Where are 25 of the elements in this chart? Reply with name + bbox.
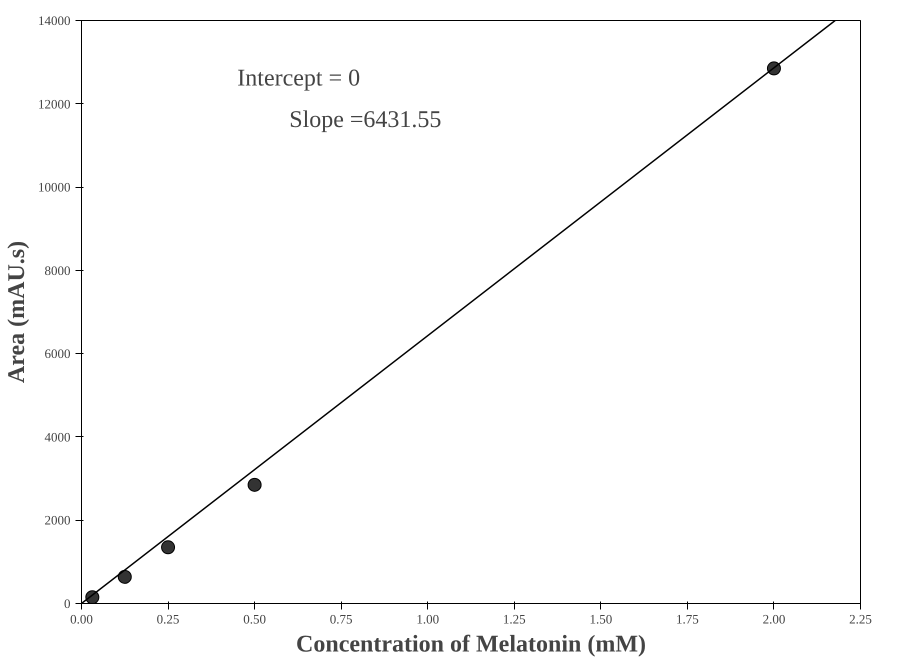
y-tick-label: 4000 <box>44 429 70 444</box>
y-tick-label: 8000 <box>44 262 70 278</box>
x-tick-label: 2.00 <box>762 612 786 626</box>
x-tick-label: 0.00 <box>70 612 93 626</box>
annotation: Intercept = 0 <box>237 65 360 92</box>
y-tick-label: 0 <box>64 596 70 611</box>
x-axis-title: Concentration of Melatonin (mM) <box>296 632 646 658</box>
x-tick-label: 1.00 <box>416 612 440 626</box>
point <box>118 570 132 584</box>
y-tick-label: 10000 <box>38 180 70 195</box>
y-tick-label: 14000 <box>38 13 70 28</box>
y-tick-label: 6000 <box>44 346 70 362</box>
x-tick-label: 2.25 <box>849 612 872 626</box>
point <box>161 540 176 554</box>
x-tick-label: 0.75 <box>330 612 353 626</box>
y-axis-title: Area (mAU.s) <box>4 240 30 384</box>
annotation: Slope =6431.55 <box>289 106 442 133</box>
x-tick-label: 1.75 <box>676 612 699 626</box>
x-tick-label: 1.25 <box>502 612 526 626</box>
y-tick-label: 12000 <box>38 96 70 112</box>
x-tick-label: 0.50 <box>243 612 266 626</box>
x-tick-label: 0.25 <box>156 612 180 626</box>
x-tick-label: 1.50 <box>589 612 612 626</box>
y-tick-label: 2000 <box>44 512 70 528</box>
point <box>248 478 262 492</box>
